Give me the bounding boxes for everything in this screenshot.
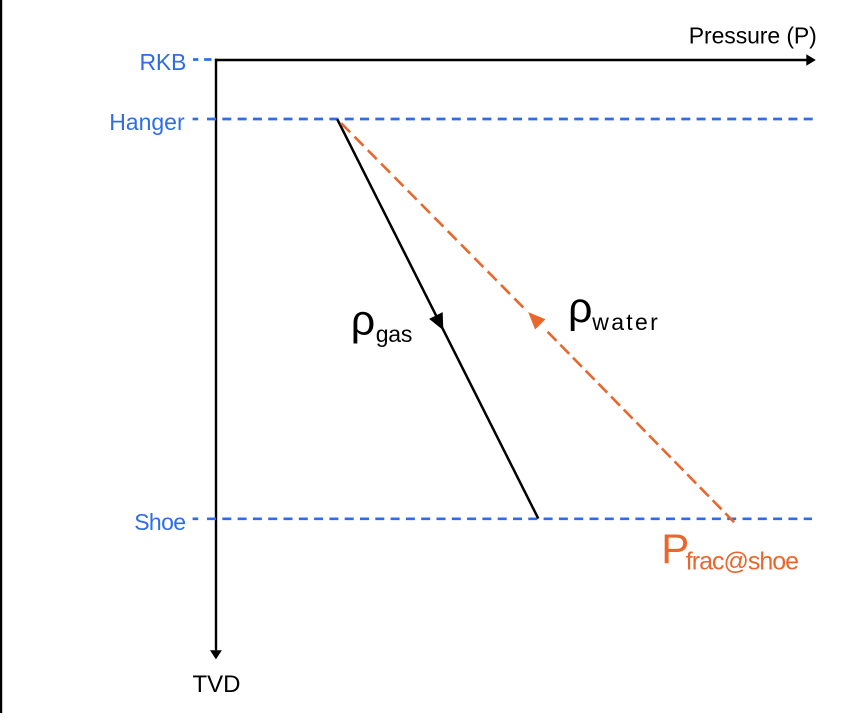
svg-text:ρ: ρ xyxy=(351,297,375,345)
svg-text:gas: gas xyxy=(376,321,412,347)
svg-text:Shoe: Shoe xyxy=(134,509,185,535)
svg-text:frac@shoe: frac@shoe xyxy=(686,548,798,576)
svg-text:Hanger: Hanger xyxy=(109,109,185,135)
svg-text:RKB: RKB xyxy=(140,49,187,75)
svg-text:TVD: TVD xyxy=(193,671,241,698)
svg-text:ρ: ρ xyxy=(568,284,592,332)
svg-text:Pressure (P): Pressure (P) xyxy=(689,23,817,49)
svg-text:P: P xyxy=(661,525,689,572)
svg-text:water: water xyxy=(591,309,660,335)
